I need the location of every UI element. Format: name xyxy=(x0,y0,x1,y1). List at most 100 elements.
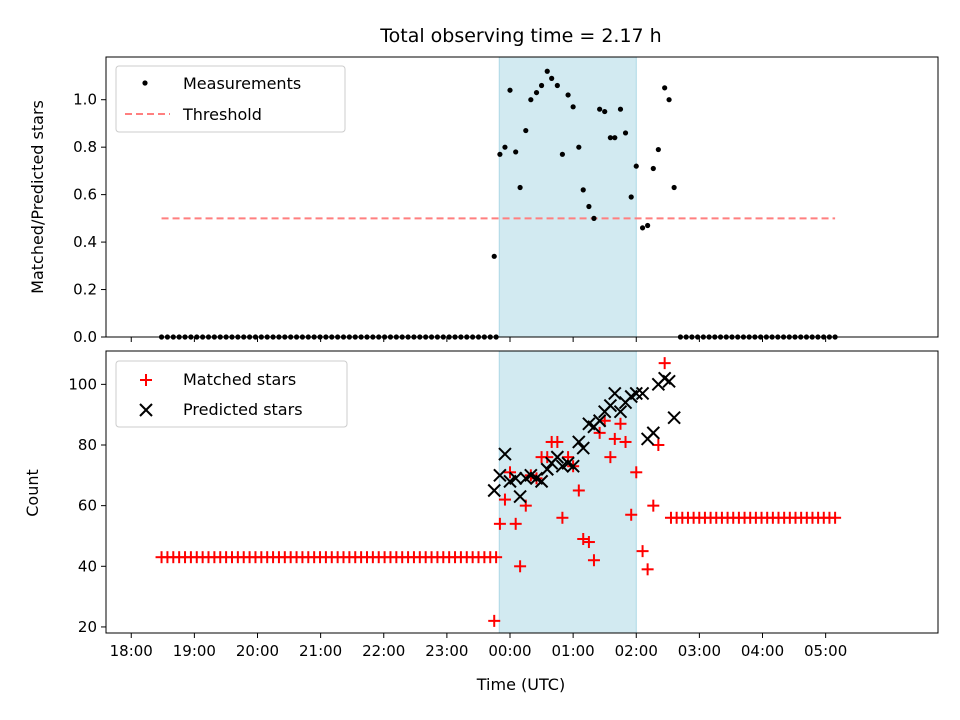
measurement-point xyxy=(622,130,629,136)
predicted-star-point xyxy=(540,462,554,476)
predicted-star-point xyxy=(603,398,618,413)
matched-star-point xyxy=(647,499,660,512)
predicted-star-point xyxy=(550,450,565,464)
cross-b xyxy=(561,456,575,470)
top-panel: 0.0 0.2 0.4 0.6 0.8 1.0 xyxy=(73,56,939,346)
matched-star-point xyxy=(587,554,600,567)
y-tick-label: 0.6 xyxy=(73,186,97,204)
cross-b xyxy=(603,398,618,413)
legend-matched-label: Matched stars xyxy=(183,370,296,389)
predicted-star-point xyxy=(667,411,681,425)
measurement-point xyxy=(554,82,560,89)
measurement-point xyxy=(491,253,497,259)
predicted-star-point xyxy=(498,447,512,461)
matched-star-point xyxy=(514,560,527,573)
legend-frame xyxy=(115,360,348,428)
cross-b xyxy=(592,414,607,428)
measurement-point xyxy=(617,106,624,112)
cross-b xyxy=(540,462,554,476)
x-tick-label: 05:00 xyxy=(804,642,847,660)
matched-star-point xyxy=(556,511,569,524)
predicted-star-point xyxy=(613,404,628,419)
cross-b xyxy=(508,471,523,486)
legend-threshold-label: Threshold xyxy=(182,105,262,124)
x-tick-label: 18:00 xyxy=(110,642,153,660)
measurement-point xyxy=(538,82,545,89)
cross-b xyxy=(608,386,622,401)
axes-frame xyxy=(105,350,939,634)
cross-b xyxy=(646,426,661,440)
bottom-panel: 20 40 60 80 100 18:00 19:00 20:00 21:00 22:00 23:0… xyxy=(68,350,939,660)
measurement-point xyxy=(591,215,597,221)
predicted-star-point xyxy=(629,386,643,401)
y-tick-label: 0.8 xyxy=(73,138,97,156)
measurement-point xyxy=(533,89,540,96)
measurement-point xyxy=(523,127,529,134)
predicted-star-point xyxy=(572,435,586,449)
legend-predicted-label: Predicted stars xyxy=(183,400,303,419)
cross-b xyxy=(667,411,681,425)
legend-top: Measurements Threshold xyxy=(115,65,346,133)
predicted-star-point xyxy=(635,386,650,401)
predicted-star-point xyxy=(534,474,549,489)
matched-star-point xyxy=(572,484,585,497)
measurement-point xyxy=(576,144,582,150)
cross-b xyxy=(524,468,538,483)
measurement-point xyxy=(639,225,646,231)
predicted-star-point xyxy=(493,468,507,483)
bottom-ylabel: Count xyxy=(23,469,42,517)
measurement-point xyxy=(580,187,586,193)
measurement-point xyxy=(549,75,555,81)
x-axis-label: Time (UTC) xyxy=(476,675,565,694)
matched-star-point xyxy=(829,511,842,524)
cross-b xyxy=(582,417,596,431)
y-tick-label: 0.2 xyxy=(73,281,97,299)
cross-b xyxy=(534,474,549,489)
matched-star-point xyxy=(636,545,649,558)
cross-b xyxy=(629,386,643,401)
matched-star-point xyxy=(541,451,554,464)
x-tick-label: 01:00 xyxy=(552,642,595,660)
cross-b xyxy=(493,468,507,483)
x-tick-label: 22:00 xyxy=(362,642,405,660)
predicted-star-point xyxy=(513,489,527,504)
matched-star-point xyxy=(608,432,621,445)
matched-star-point xyxy=(582,536,595,549)
measurement-point xyxy=(671,184,677,191)
x-tick-label: 23:00 xyxy=(425,642,468,660)
cross-b xyxy=(572,435,586,449)
cross-b xyxy=(635,386,650,401)
x-tick-label: 02:00 xyxy=(615,642,658,660)
legend-predicted-marker xyxy=(139,403,153,417)
y-tick-label: 60 xyxy=(78,497,97,515)
predicted-star-point xyxy=(592,414,607,428)
matched-star-point xyxy=(498,493,511,506)
matched-star-point xyxy=(619,435,632,448)
predicted-star-point xyxy=(487,483,501,498)
legend-measure-marker xyxy=(142,80,148,86)
predicted-star-point xyxy=(508,471,523,486)
axes-frame xyxy=(105,56,939,338)
matched-star-point xyxy=(630,466,643,479)
measurement-point xyxy=(517,184,523,191)
measurement-point xyxy=(645,222,651,229)
measurement-point xyxy=(666,97,672,103)
x-tick-label: 04:00 xyxy=(741,642,784,660)
cross-b xyxy=(513,489,527,504)
matched-star-point xyxy=(493,517,506,530)
y-tick-label: 20 xyxy=(78,618,97,636)
matched-star-point xyxy=(490,551,503,564)
measurement-point xyxy=(655,146,661,153)
predicted-star-point xyxy=(662,374,676,389)
observing-window-span xyxy=(498,56,637,338)
cross-b xyxy=(662,374,676,389)
measurement-point xyxy=(586,203,592,210)
legend-measure-label: Measurements xyxy=(183,74,301,93)
y-tick-label: 1.0 xyxy=(73,91,97,109)
x-tick-label: 19:00 xyxy=(173,642,216,660)
matched-star-point xyxy=(604,451,617,464)
cross-b xyxy=(566,459,580,473)
legend-bottom: Matched stars Predicted stars xyxy=(115,360,348,428)
matched-star-point xyxy=(551,435,564,448)
